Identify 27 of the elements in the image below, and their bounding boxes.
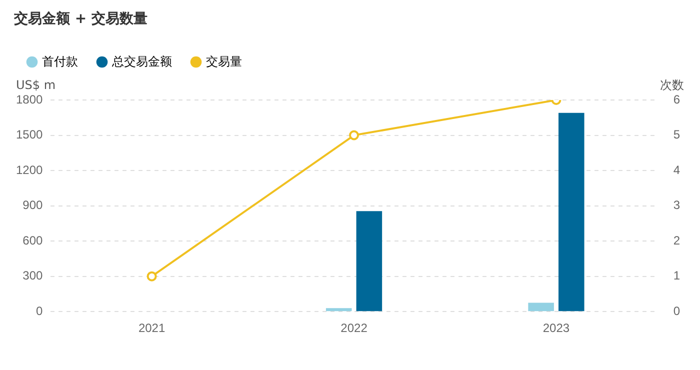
x-tick-label: 2023 bbox=[542, 321, 570, 336]
chart-title: 交易金额 + 交易数量 bbox=[14, 10, 148, 28]
x-tick-label: 2021 bbox=[138, 321, 166, 336]
y2-tick-label: 2 bbox=[673, 233, 680, 248]
bar bbox=[326, 308, 352, 312]
y-axis-title: US$ m bbox=[16, 78, 56, 92]
y-tick-label: 1200 bbox=[16, 162, 44, 177]
y2-tick-label: 1 bbox=[673, 268, 680, 283]
x-tick-label: 2022 bbox=[340, 321, 368, 336]
y2-tick-label: 4 bbox=[673, 162, 680, 177]
bar bbox=[528, 302, 554, 312]
y-tick-label: 0 bbox=[36, 304, 44, 318]
legend-label: 首付款 bbox=[42, 54, 78, 68]
y2-tick-label: 5 bbox=[673, 128, 680, 142]
legend-label: 总交易金额 bbox=[111, 54, 172, 68]
y-tick-label: 900 bbox=[22, 198, 44, 212]
bar bbox=[558, 112, 584, 312]
y-tick-label: 300 bbox=[22, 268, 44, 283]
y-tick-label: 600 bbox=[22, 233, 44, 248]
y-tick-label: 1800 bbox=[16, 92, 44, 106]
y2-tick-label: 3 bbox=[673, 198, 680, 212]
y-tick-label: 1500 bbox=[16, 128, 44, 142]
legend-label: 交易量 bbox=[206, 54, 242, 68]
bar bbox=[356, 211, 382, 312]
y2-tick-label: 0 bbox=[673, 304, 680, 318]
y2-axis-title: 次数 bbox=[660, 78, 684, 92]
y2-tick-label: 6 bbox=[673, 92, 680, 106]
